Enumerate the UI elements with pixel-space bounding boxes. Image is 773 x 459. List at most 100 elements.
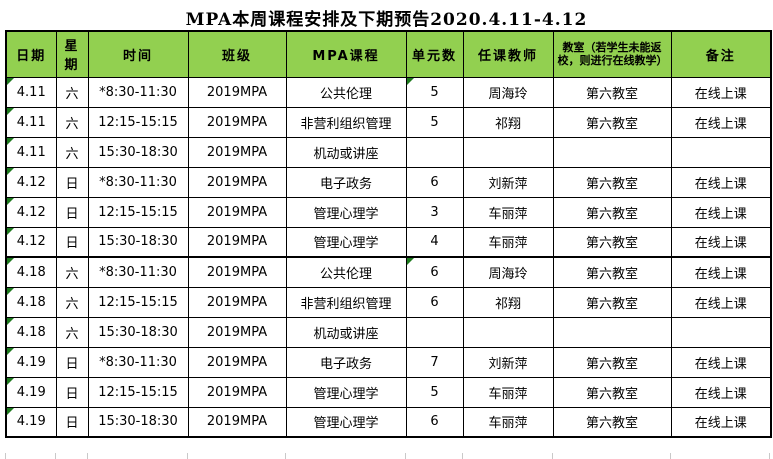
time-cell[interactable]: *8:30-11:30 [87,76,189,108]
date-cell[interactable]: 4.19 [5,346,57,378]
date-cell[interactable]: 4.19 [5,376,57,408]
note-cell[interactable]: 在线上课 [670,166,772,198]
room-cell[interactable]: 第六教室 [552,226,672,258]
teacher-cell[interactable] [462,136,554,168]
units-cell[interactable]: 6 [405,166,464,198]
units-cell[interactable]: 6 [405,406,464,438]
time-cell[interactable]: 12:15-15:15 [87,106,189,138]
weekday-cell[interactable]: 六 [55,316,89,348]
note-cell[interactable]: 在线上课 [670,226,772,258]
room-cell[interactable]: 第六教室 [552,76,672,108]
room-cell[interactable]: 第六教室 [552,256,672,288]
room-cell[interactable]: 第六教室 [552,106,672,138]
weekday-cell[interactable]: 日 [55,196,89,228]
class-cell[interactable]: 2019MPA [187,316,287,348]
weekday-cell[interactable]: 六 [55,106,89,138]
teacher-cell[interactable] [462,316,554,348]
header-cell-weekday[interactable]: 星期 [55,30,89,78]
time-cell[interactable]: 15:30-18:30 [87,316,189,348]
teacher-cell[interactable]: 刘新萍 [462,346,554,378]
class-cell[interactable]: 2019MPA [187,346,287,378]
time-cell[interactable]: 15:30-18:30 [87,406,189,438]
header-cell-note[interactable]: 备注 [670,30,772,78]
header-cell-class[interactable]: 班级 [187,30,287,78]
time-cell[interactable]: 12:15-15:15 [87,376,189,408]
course-cell[interactable]: 机动或讲座 [285,316,407,348]
note-cell[interactable] [670,316,772,348]
teacher-cell[interactable]: 车丽萍 [462,376,554,408]
header-cell-room[interactable]: 教室（若学生未能返校，则进行在线教学） [552,30,672,78]
note-cell[interactable]: 在线上课 [670,286,772,318]
time-cell[interactable]: *8:30-11:30 [87,256,189,288]
teacher-cell[interactable]: 周海玲 [462,256,554,288]
weekday-cell[interactable]: 六 [55,256,89,288]
units-cell[interactable]: 4 [405,226,464,258]
teacher-cell[interactable]: 周海玲 [462,76,554,108]
note-cell[interactable]: 在线上课 [670,406,772,438]
time-cell[interactable]: *8:30-11:30 [87,346,189,378]
time-cell[interactable]: *8:30-11:30 [87,166,189,198]
units-cell[interactable]: 7 [405,346,464,378]
time-cell[interactable]: 15:30-18:30 [87,226,189,258]
header-cell-teacher[interactable]: 任课教师 [462,30,554,78]
course-cell[interactable]: 电子政务 [285,346,407,378]
class-cell[interactable]: 2019MPA [187,226,287,258]
course-cell[interactable]: 管理心理学 [285,226,407,258]
course-cell[interactable]: 公共伦理 [285,76,407,108]
course-cell[interactable]: 电子政务 [285,166,407,198]
header-cell-date[interactable]: 日期 [5,30,57,78]
course-cell[interactable]: 公共伦理 [285,256,407,288]
weekday-cell[interactable]: 日 [55,376,89,408]
weekday-cell[interactable]: 日 [55,406,89,438]
note-cell[interactable]: 在线上课 [670,256,772,288]
time-cell[interactable]: 12:15-15:15 [87,286,189,318]
date-cell[interactable]: 4.18 [5,286,57,318]
course-cell[interactable]: 非营利组织管理 [285,106,407,138]
teacher-cell[interactable]: 车丽萍 [462,196,554,228]
note-cell[interactable]: 在线上课 [670,76,772,108]
weekday-cell[interactable]: 日 [55,226,89,258]
date-cell[interactable]: 4.12 [5,196,57,228]
units-cell[interactable]: 6 [405,286,464,318]
class-cell[interactable]: 2019MPA [187,136,287,168]
units-cell[interactable]: 5 [405,76,464,108]
teacher-cell[interactable]: 祁翔 [462,286,554,318]
note-cell[interactable] [670,136,772,168]
date-cell[interactable]: 4.11 [5,76,57,108]
units-cell[interactable] [405,316,464,348]
weekday-cell[interactable]: 六 [55,286,89,318]
date-cell[interactable]: 4.12 [5,166,57,198]
class-cell[interactable]: 2019MPA [187,106,287,138]
date-cell[interactable]: 4.18 [5,316,57,348]
course-cell[interactable]: 管理心理学 [285,196,407,228]
date-cell[interactable]: 4.12 [5,226,57,258]
units-cell[interactable]: 6 [405,256,464,288]
course-cell[interactable]: 管理心理学 [285,376,407,408]
note-cell[interactable]: 在线上课 [670,196,772,228]
date-cell[interactable]: 4.18 [5,256,57,288]
class-cell[interactable]: 2019MPA [187,406,287,438]
units-cell[interactable]: 3 [405,196,464,228]
class-cell[interactable]: 2019MPA [187,166,287,198]
header-cell-units[interactable]: 单元数 [405,30,464,78]
time-cell[interactable]: 12:15-15:15 [87,196,189,228]
teacher-cell[interactable]: 车丽萍 [462,406,554,438]
header-cell-course[interactable]: MPA课程 [285,30,407,78]
class-cell[interactable]: 2019MPA [187,286,287,318]
room-cell[interactable]: 第六教室 [552,376,672,408]
date-cell[interactable]: 4.11 [5,136,57,168]
course-cell[interactable]: 机动或讲座 [285,136,407,168]
room-cell[interactable]: 第六教室 [552,406,672,438]
teacher-cell[interactable]: 车丽萍 [462,226,554,258]
weekday-cell[interactable]: 日 [55,346,89,378]
note-cell[interactable]: 在线上课 [670,376,772,408]
teacher-cell[interactable]: 刘新萍 [462,166,554,198]
room-cell[interactable]: 第六教室 [552,346,672,378]
teacher-cell[interactable]: 祁翔 [462,106,554,138]
course-cell[interactable]: 非营利组织管理 [285,286,407,318]
units-cell[interactable] [405,136,464,168]
room-cell[interactable] [552,316,672,348]
room-cell[interactable] [552,136,672,168]
header-cell-time[interactable]: 时间 [87,30,189,78]
room-cell[interactable]: 第六教室 [552,196,672,228]
